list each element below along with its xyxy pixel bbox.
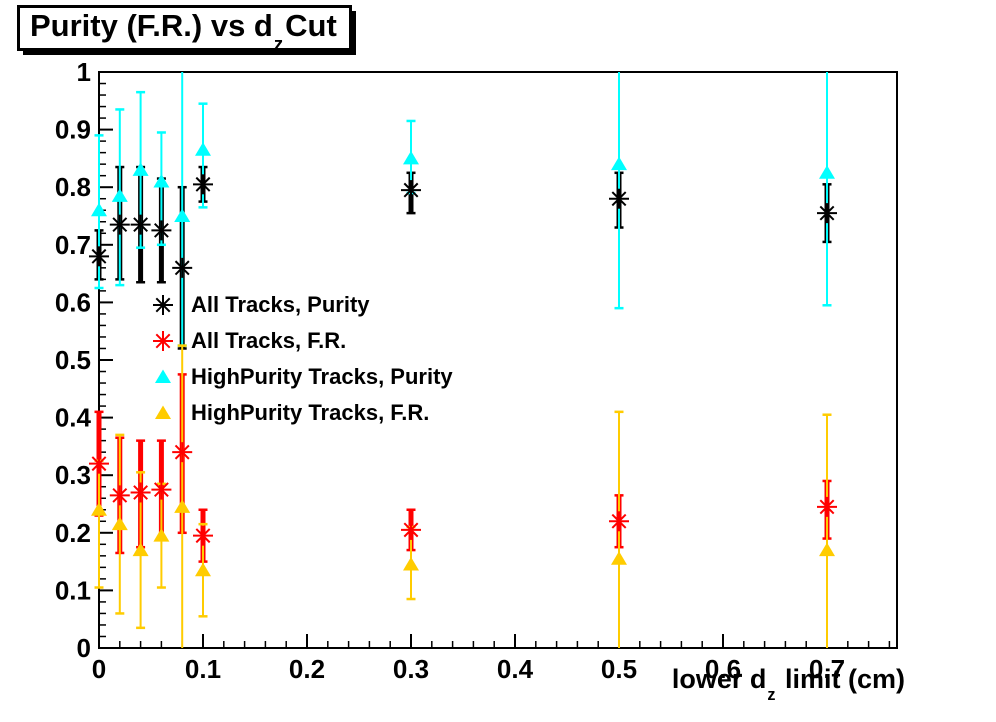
triangle-marker (155, 369, 171, 383)
x-tick-label: 0 (92, 654, 106, 684)
x-tick-label: 0.2 (289, 654, 325, 684)
title-subscript: z (273, 32, 284, 54)
triangle-marker (174, 499, 191, 513)
asterisk-marker (153, 482, 169, 498)
plot-title: Purity (F.R.) vs dzCut (17, 5, 352, 54)
x-axis-title-text-after: limit (cm) (777, 664, 905, 694)
asterisk-marker (91, 456, 107, 472)
title-text: Purity (F.R.) vs d (30, 8, 273, 43)
triangle-marker (611, 156, 628, 171)
x-tick-label: 0.7 (809, 654, 845, 684)
triangle-marker (153, 528, 170, 542)
y-tick-label: 0.3 (55, 460, 91, 490)
asterisk-marker (133, 485, 149, 500)
asterisk-marker (133, 217, 149, 233)
x-axis-title-text: lower d (671, 664, 767, 694)
triangle-marker (611, 551, 628, 565)
red-asterisk-marker-icon (153, 331, 173, 351)
legend-label: All Tracks, F.R. (191, 328, 347, 353)
x-tick-label: 0.4 (497, 654, 534, 684)
y-tick-label: 0.7 (55, 230, 91, 260)
asterisk-marker (819, 499, 835, 515)
y-tick-label: 0.8 (55, 172, 91, 202)
asterisk-marker (112, 217, 128, 233)
legend-item-highpurity-purity: HighPurity Tracks, Purity (143, 359, 453, 395)
black-asterisk-marker-icon (153, 295, 173, 315)
asterisk-marker (403, 182, 419, 198)
asterisk-marker (174, 444, 190, 460)
x-tick-label: 0.5 (601, 654, 637, 684)
triangle-marker (174, 208, 191, 222)
asterisk-marker (403, 522, 419, 538)
legend: All Tracks, Purity All Tracks, F.R. High… (143, 287, 453, 431)
asterisk-marker (91, 248, 107, 264)
asterisk-marker (195, 528, 211, 544)
triangle-marker (153, 173, 170, 188)
y-tick-label: 0.5 (55, 345, 91, 375)
y-tick-label: 1 (77, 57, 91, 87)
triangle-marker (819, 542, 836, 557)
triangle-marker (155, 405, 171, 419)
x-axis-title: lower dz limit (cm) (0, 664, 905, 703)
triangle-marker (819, 165, 836, 179)
triangle-marker (403, 556, 420, 571)
asterisk-marker (819, 205, 835, 221)
asterisk-marker (155, 297, 171, 313)
triangle-marker (111, 188, 128, 202)
triangle-marker (91, 202, 107, 217)
y-tick-label: 0.1 (55, 575, 91, 605)
legend-item-highpurity-fr: HighPurity Tracks, F.R. (143, 395, 453, 431)
x-tick-label: 0.1 (185, 654, 221, 684)
cyan-triangle-marker-icon (155, 369, 171, 383)
triangle-marker (91, 502, 107, 516)
legend-label: All Tracks, Purity (191, 292, 370, 317)
y-tick-label: 0.4 (55, 403, 92, 433)
triangle-marker (195, 142, 212, 156)
y-tick-label: 0.9 (55, 115, 91, 145)
legend-item-all-tracks-fr: All Tracks, F.R. (143, 323, 453, 359)
orange-triangle-marker-icon (155, 405, 171, 419)
legend-label: HighPurity Tracks, F.R. (191, 400, 430, 425)
triangle-marker (403, 150, 420, 165)
asterisk-marker (611, 191, 627, 207)
y-tick-label: 0.6 (55, 287, 91, 317)
asterisk-marker (174, 260, 190, 276)
asterisk-marker (153, 222, 169, 238)
x-tick-label: 0.6 (705, 654, 741, 684)
legend-item-all-tracks-purity: All Tracks, Purity (143, 287, 453, 323)
triangle-marker (132, 542, 149, 557)
triangle-marker (195, 562, 212, 577)
legend-label: HighPurity Tracks, Purity (191, 364, 453, 389)
x-tick-label: 0.3 (393, 654, 429, 684)
asterisk-marker (155, 333, 171, 349)
triangle-marker (132, 162, 149, 176)
y-tick-label: 0 (77, 633, 91, 663)
y-tick-label: 0.2 (55, 518, 91, 548)
x-axis-title-subscript: z (767, 686, 776, 705)
asterisk-marker (195, 176, 211, 192)
triangle-marker (111, 516, 128, 531)
title-text-after: Cut (285, 8, 337, 43)
asterisk-marker (112, 487, 128, 503)
asterisk-marker (611, 513, 627, 529)
